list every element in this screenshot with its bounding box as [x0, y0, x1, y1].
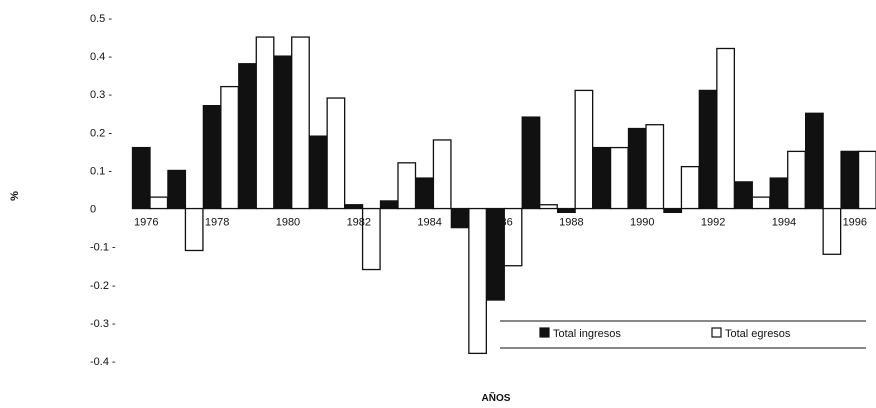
bar-total-egresos-1980: [291, 36, 310, 210]
bar-total-ingresos-1982: [344, 204, 364, 210]
y-axis-label: %: [9, 191, 21, 201]
x-tick-label: 1982: [347, 217, 371, 229]
bar-total-egresos-1992: [716, 47, 736, 210]
y-tick-label: -0.3 -: [90, 318, 116, 330]
bar-total-egresos-1991: [680, 165, 700, 210]
y-tick-label: -0.4 -: [90, 356, 116, 368]
x-tick-label: 1978: [205, 217, 229, 229]
bar-total-ingresos-1992: [698, 89, 718, 210]
bar-total-egresos-1982: [361, 207, 381, 271]
x-tick-label: 1980: [276, 217, 300, 229]
bar-total-egresos-1987: [539, 204, 558, 210]
bar-total-ingresos-1996: [840, 150, 860, 210]
x-tick-label: 1986: [488, 217, 512, 229]
y-tick-label: -0.1 -: [90, 242, 116, 254]
y-tick-label: 0: [90, 204, 96, 216]
bar-total-egresos-1995: [822, 207, 842, 255]
x-axis-label: AÑOS: [482, 391, 511, 404]
bar-total-ingresos-1977: [167, 169, 187, 210]
bar-total-egresos-1996: [857, 150, 876, 210]
bar-total-egresos-1976: [149, 196, 169, 210]
bar-total-ingresos-1990: [627, 127, 647, 210]
bar-total-ingresos-1988: [556, 207, 576, 214]
y-tick-label: 0.2 -: [90, 127, 112, 139]
y-tick-label: 0.5 -: [90, 13, 112, 25]
x-tick-label: 1992: [701, 217, 725, 229]
bar-total-ingresos-1980: [273, 55, 293, 210]
bar-total-ingresos-1983: [379, 200, 399, 210]
bar-total-egresos-1978: [220, 85, 240, 210]
bar-total-egresos-1979: [255, 36, 275, 210]
legend-background: [500, 319, 866, 350]
legend-label-total-ingresos: Total ingresos: [553, 328, 621, 340]
bar-total-egresos-1994: [787, 150, 806, 210]
bar-total-ingresos-1995: [804, 112, 824, 210]
x-tick-label: 1988: [559, 217, 583, 229]
legend-swatch-total-ingresos: [539, 327, 550, 338]
bar-total-ingresos-1978: [202, 105, 222, 210]
legend-label-total-egresos: Total egresos: [725, 328, 791, 340]
x-tick-label: 1984: [417, 217, 441, 229]
x-tick-label: 1990: [630, 217, 654, 229]
bar-total-egresos-1988: [574, 89, 594, 210]
y-tick-label: -0.2 -: [90, 280, 116, 292]
bar-total-ingresos-1991: [663, 207, 683, 214]
bar-total-ingresos-1993: [734, 181, 753, 210]
bar-total-egresos-1977: [184, 207, 204, 252]
bar-total-ingresos-1984: [415, 177, 435, 210]
y-tick-label: 0.4 -: [90, 51, 112, 63]
bar-total-egresos-1990: [645, 124, 665, 210]
bar-total-egresos-1983: [397, 162, 417, 210]
y-tick-label: 0.3 -: [90, 89, 112, 101]
bar-total-egresos-1993: [751, 196, 771, 210]
x-tick-label: 1996: [843, 217, 867, 229]
bar-total-ingresos-1979: [238, 63, 257, 210]
bar-total-ingresos-1994: [769, 177, 789, 210]
bar-total-ingresos-1989: [592, 146, 612, 210]
bar-total-egresos-1985: [468, 207, 488, 355]
bar-total-ingresos-1976: [131, 146, 151, 210]
bar-total-egresos-1981: [326, 97, 346, 210]
bar-total-egresos-1989: [609, 146, 629, 210]
y-tick-label: 0.1 -: [90, 165, 112, 177]
bar-total-egresos-1986: [503, 207, 523, 267]
bar-total-ingresos-1985: [450, 207, 470, 229]
legend-swatch-total-egresos: [711, 327, 722, 338]
x-tick-label: 1994: [772, 217, 796, 229]
bar-total-ingresos-1987: [521, 116, 541, 210]
x-tick-label: 1976: [134, 217, 158, 229]
bar-total-ingresos-1981: [308, 135, 328, 210]
bar-total-egresos-1984: [432, 139, 452, 210]
